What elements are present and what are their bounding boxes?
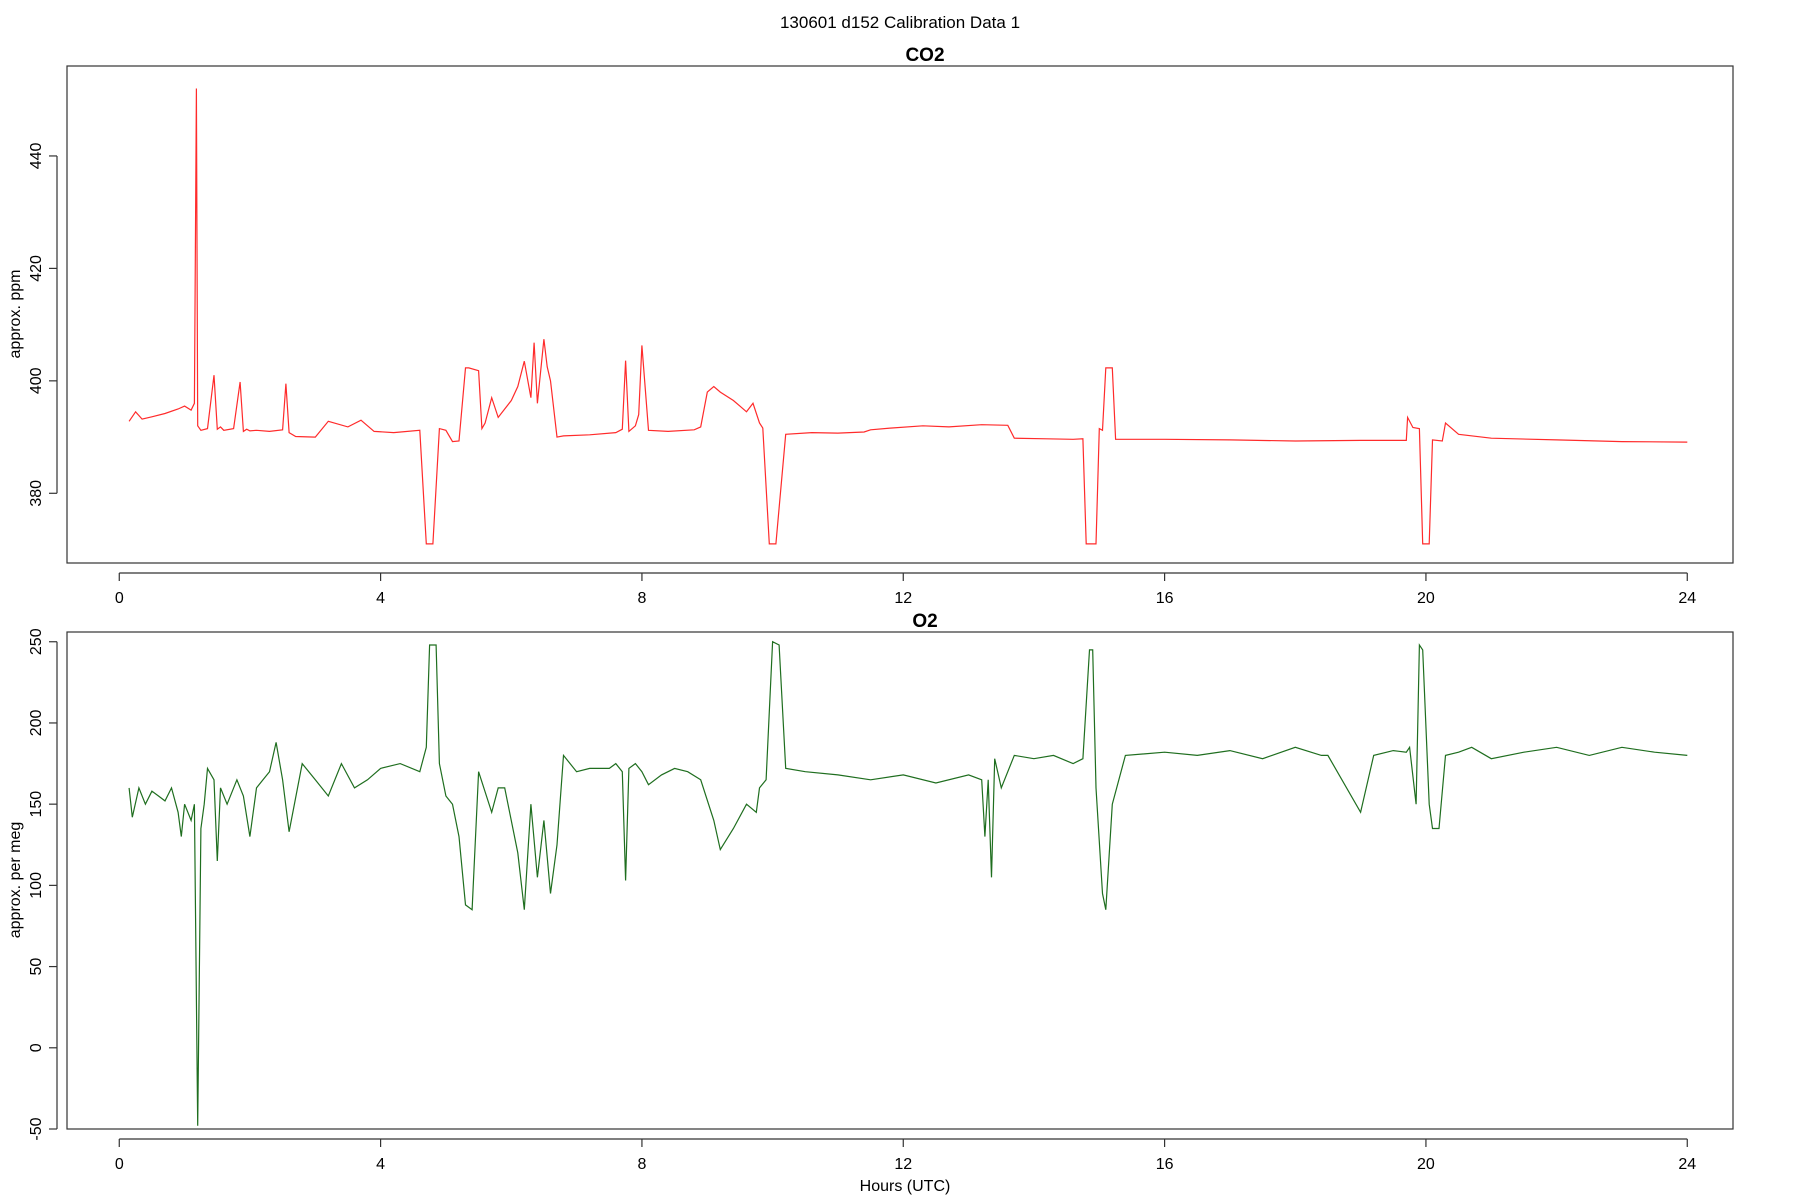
co2-x-tick-label: 20 [1417,590,1435,607]
o2-y-tick-label: 150 [28,791,45,818]
o2-y-tick-label: 200 [28,710,45,737]
co2-x-tick-label: 24 [1678,590,1696,607]
o2-y-tick-label: 50 [28,958,45,976]
o2-y-tick-label: 100 [28,872,45,899]
o2-y-tick-label: 250 [28,628,45,655]
co2-y-tick-label: 440 [28,143,45,170]
o2-x-tick-label: 12 [894,1156,912,1173]
o2-x-axis: 0 4 8 12 16 20 24 [115,1138,1696,1173]
figure-suptitle: 130601 d152 Calibration Data 1 [780,13,1020,32]
o2-x-tick-label: 16 [1156,1156,1174,1173]
co2-x-tick-label: 0 [115,590,124,607]
co2-x-tick-label: 8 [637,590,646,607]
o2-panel: O2 approx. per meg Hours (UTC) 0 4 8 12 16 20… [7,611,1734,1195]
o2-panel-title: O2 [912,611,937,632]
co2-y-tick-label: 380 [28,480,45,507]
co2-y-axis-label: approx. ppm [7,270,24,359]
co2-panel: CO2 approx. ppm 0 4 8 12 16 20 24 380 400 420 440 [7,45,1734,607]
o2-x-tick-label: 20 [1417,1156,1435,1173]
o2-x-tick-label: 4 [376,1156,385,1173]
o2-y-tick-label: -50 [28,1117,45,1140]
co2-x-axis: 0 4 8 12 16 20 24 [115,572,1696,607]
o2-x-axis-label: Hours (UTC) [860,1178,951,1195]
co2-panel-title: CO2 [905,45,944,66]
co2-y-tick-label: 400 [28,367,45,394]
o2-y-axis: -50 0 50 100 150 200 250 [28,628,58,1141]
co2-x-tick-label: 12 [894,590,912,607]
o2-x-tick-label: 0 [115,1156,124,1173]
co2-plot-frame [66,65,1734,564]
o2-x-tick-label: 8 [637,1156,646,1173]
o2-y-tick-label: 0 [28,1043,45,1052]
co2-x-tick-label: 16 [1156,590,1174,607]
o2-series-line [128,640,1688,1126]
co2-x-tick-label: 4 [376,590,385,607]
o2-y-axis-label: approx. per meg [7,822,24,939]
co2-series-line [128,88,1688,545]
co2-y-tick-label: 420 [28,255,45,282]
o2-plot-frame [66,631,1734,1130]
o2-x-tick-label: 24 [1678,1156,1696,1173]
co2-y-axis: 380 400 420 440 [28,143,58,507]
